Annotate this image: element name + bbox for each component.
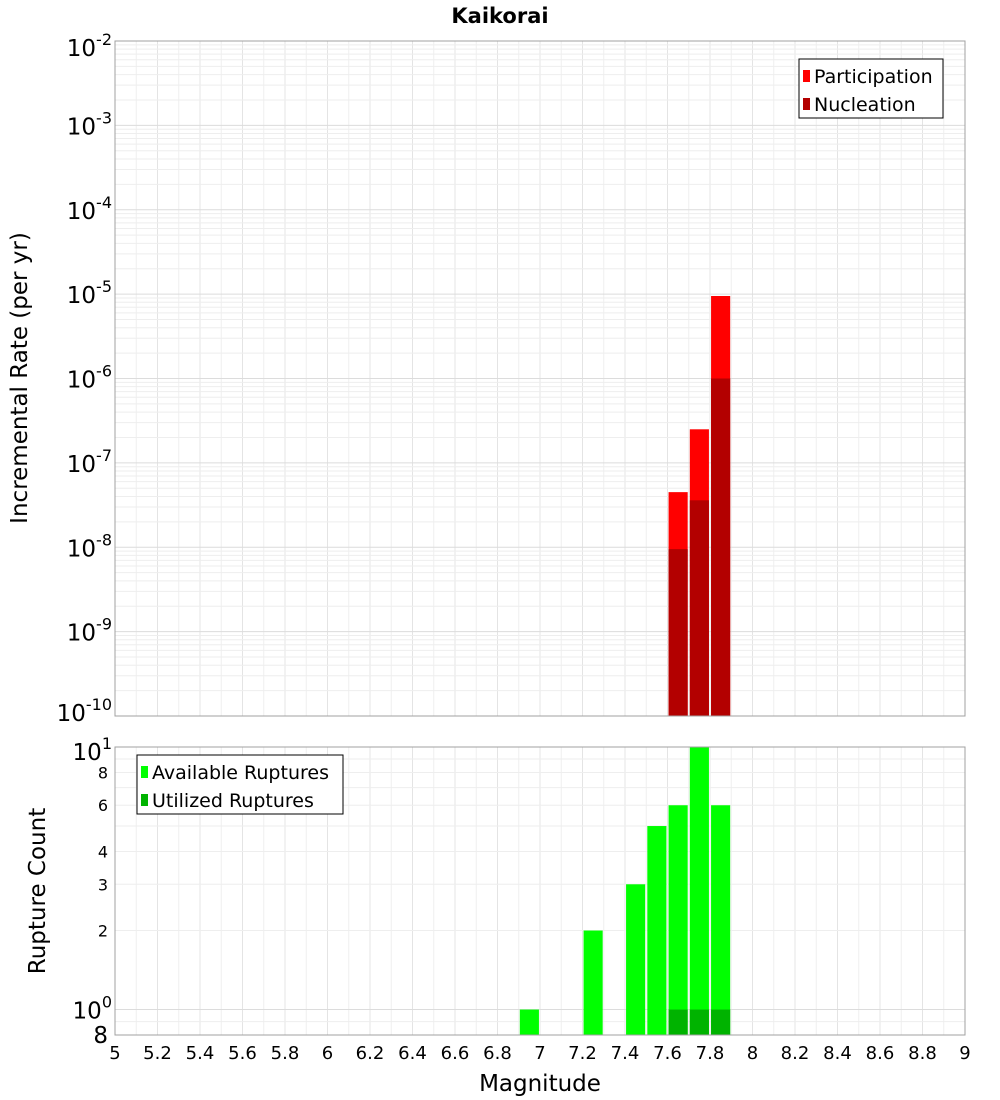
y-tick-label: 10-3 (67, 108, 112, 140)
x-tick-label: 6.2 (356, 1043, 385, 1064)
bar-utilized-ruptures (711, 1009, 731, 1035)
bar-nucleation (668, 549, 688, 716)
y-tick-label: 8 (98, 763, 108, 782)
y-tick-label: 10-8 (67, 530, 112, 562)
bar-available-ruptures (519, 1009, 539, 1035)
legend-swatch (803, 98, 810, 110)
y-tick-label: 2 (98, 922, 108, 941)
x-tick-label: 5.2 (143, 1043, 172, 1064)
bar-available-ruptures (647, 826, 667, 1035)
legend-label: Nucleation (814, 94, 916, 116)
legend-swatch (803, 70, 810, 82)
y-tick-label: 10-6 (67, 362, 112, 394)
bar-available-ruptures (626, 884, 646, 1035)
bar-available-ruptures (583, 930, 603, 1035)
x-axis-label: Magnitude (479, 1071, 601, 1097)
chart-title: Kaikorai (451, 4, 548, 28)
y-tick-label: 8 (93, 1023, 108, 1049)
x-tick-label: 7 (534, 1043, 545, 1064)
y-tick-label: 10-4 (67, 193, 112, 225)
plot-frame (114, 746, 966, 1036)
bar-nucleation (689, 500, 709, 716)
bar-utilized-ruptures (668, 1009, 688, 1035)
x-tick-label: 5.4 (186, 1043, 215, 1064)
x-tick-label: 6 (322, 1043, 333, 1064)
bar-available-ruptures (711, 805, 731, 1035)
x-tick-label: 7.4 (611, 1043, 640, 1064)
plot-frame (114, 40, 966, 717)
x-tick-label: 7.8 (696, 1043, 725, 1064)
x-tick-label: 7.6 (653, 1043, 682, 1064)
legend-label: Available Ruptures (152, 762, 329, 784)
y-tick-label: 6 (98, 796, 108, 815)
x-tick-label: 6.8 (483, 1043, 512, 1064)
y-tick-label: 100 (73, 993, 112, 1025)
x-tick-label: 5 (109, 1043, 120, 1064)
x-tick-label: 5.6 (228, 1043, 257, 1064)
y-tick-label: 3 (98, 875, 108, 894)
x-tick-label: 8.8 (908, 1043, 937, 1064)
x-tick-label: 6.4 (398, 1043, 427, 1064)
bar-nucleation (711, 378, 731, 716)
x-tick-label: 8.4 (823, 1043, 852, 1064)
legend-box (798, 58, 944, 119)
legend-box (136, 754, 344, 815)
y-tick-label: 10-2 (67, 30, 112, 62)
x-tick-label: 8.2 (781, 1043, 810, 1064)
top-y-axis-label: Incremental Rate (per yr) (7, 232, 33, 524)
y-tick-label: 10-10 (57, 695, 112, 727)
bar-available-ruptures (668, 805, 688, 1035)
legend-label: Utilized Ruptures (152, 790, 314, 812)
x-tick-label: 8.6 (866, 1043, 895, 1064)
y-tick-label: 10-7 (67, 446, 112, 478)
bar-utilized-ruptures (689, 1009, 709, 1035)
x-tick-label: 9 (959, 1043, 970, 1064)
y-tick-label: 101 (73, 734, 112, 766)
legend-swatch (141, 766, 148, 778)
y-tick-label: 4 (98, 842, 108, 861)
x-tick-label: 8 (747, 1043, 758, 1064)
x-tick-label: 5.8 (271, 1043, 300, 1064)
x-tick-label: 6.6 (441, 1043, 470, 1064)
legend-swatch (141, 794, 148, 806)
y-tick-label: 10-5 (67, 277, 112, 309)
rate-panel: 10-10 10-9 10-8 10-7 10-6 10-5 10-4 10-3 10-2 Par… (57, 30, 966, 727)
x-tick-label: 7.2 (568, 1043, 597, 1064)
bar-available-ruptures (689, 747, 709, 1035)
y-tick-label: 10-9 (67, 615, 112, 647)
legend-label: Participation (814, 66, 933, 88)
bottom-y-axis-label: Rupture Count (25, 808, 51, 974)
